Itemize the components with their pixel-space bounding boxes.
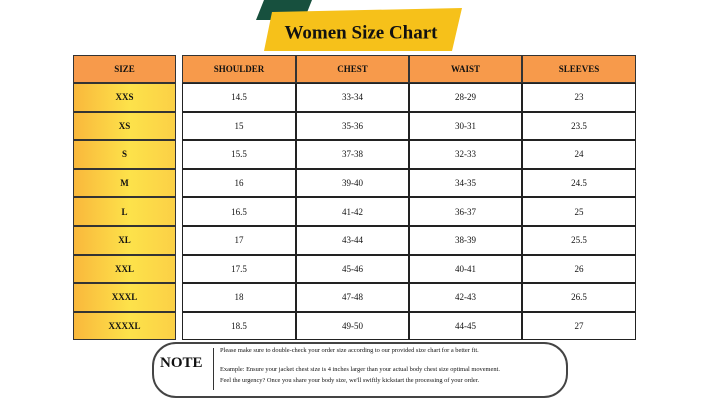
column-header: SLEEVES <box>522 55 636 83</box>
table-cell: 44-45 <box>409 311 522 341</box>
table-cell: 34-35 <box>409 168 522 198</box>
table-cell: 40-41 <box>409 254 522 284</box>
table-cell: 43-44 <box>296 226 409 255</box>
table-cell: 37-38 <box>296 140 409 169</box>
table-cell: 17 <box>182 226 296 255</box>
table-cell: 28-29 <box>409 83 522 112</box>
size-header: SIZE <box>73 55 176 83</box>
table-cell: 27 <box>522 311 636 341</box>
size-label: XXL <box>73 254 176 284</box>
size-label: L <box>73 197 176 226</box>
note-divider <box>213 348 214 390</box>
table-cell: 38-39 <box>409 226 522 255</box>
table-cell: 49-50 <box>296 311 409 341</box>
table-cell: 16 <box>182 168 296 198</box>
table-cell: 26 <box>522 254 636 284</box>
table-cell: 17.5 <box>182 254 296 284</box>
table-cell: 42-43 <box>409 283 522 312</box>
table-cell: 23.5 <box>522 111 636 141</box>
table-cell: 36-37 <box>409 197 522 226</box>
table-cell: 25 <box>522 197 636 226</box>
note-label: NOTE <box>160 355 203 371</box>
table-cell: 32-33 <box>409 140 522 169</box>
column-header: SHOULDER <box>182 55 296 83</box>
table-cell: 18 <box>182 283 296 312</box>
title-banner: Women Size Chart <box>256 0 462 51</box>
note-text: Please make sure to double-check your or… <box>220 347 479 354</box>
size-label: M <box>73 168 176 198</box>
table-cell: 14.5 <box>182 83 296 112</box>
table-cell: 23 <box>522 83 636 112</box>
table-cell: 24 <box>522 140 636 169</box>
table-cell: 24.5 <box>522 168 636 198</box>
size-label: S <box>73 140 176 169</box>
table-cell: 39-40 <box>296 168 409 198</box>
size-label: XS <box>73 111 176 141</box>
table-cell: 47-48 <box>296 283 409 312</box>
table-cell: 15 <box>182 111 296 141</box>
note-text: Example: Ensure your jacket chest size i… <box>220 366 500 373</box>
table-cell: 45-46 <box>296 254 409 284</box>
table-cell: 41-42 <box>296 197 409 226</box>
note-box <box>152 342 568 398</box>
table-cell: 30-31 <box>409 111 522 141</box>
table-cell: 16.5 <box>182 197 296 226</box>
size-label: XXS <box>73 83 176 112</box>
table-cell: 15.5 <box>182 140 296 169</box>
note-text: Feel the urgency? Once you share your bo… <box>220 377 480 384</box>
table-cell: 33-34 <box>296 83 409 112</box>
size-label: XXXL <box>73 283 176 312</box>
column-header: CHEST <box>296 55 409 83</box>
size-label: XXXXL <box>73 311 176 341</box>
table-cell: 26.5 <box>522 283 636 312</box>
title: Women Size Chart <box>284 22 438 43</box>
banner-shape <box>264 8 462 51</box>
table-cell: 25.5 <box>522 226 636 255</box>
table-cell: 18.5 <box>182 311 296 341</box>
table-cell: 35-36 <box>296 111 409 141</box>
size-label: XL <box>73 226 176 255</box>
column-header: WAIST <box>409 55 522 83</box>
